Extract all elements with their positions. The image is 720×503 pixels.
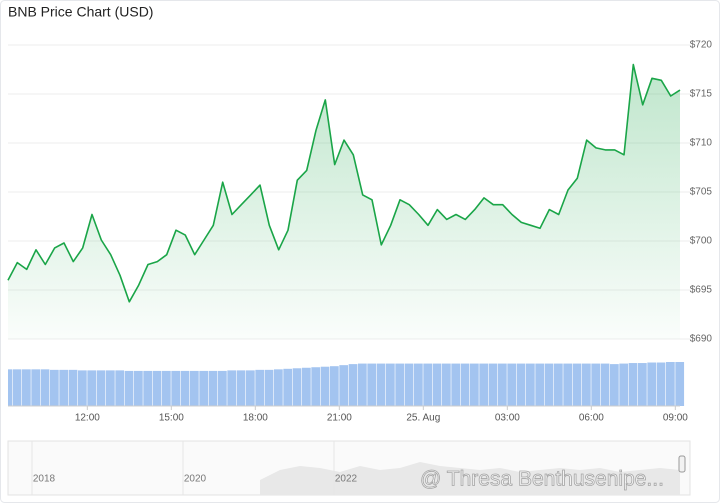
volume-bar — [610, 364, 619, 406]
volume-bar — [535, 363, 545, 406]
volume-bar — [236, 370, 246, 406]
volume-bar — [330, 366, 339, 406]
volume-bar — [348, 364, 358, 406]
volume-bar — [563, 363, 573, 406]
volume-bar — [59, 369, 69, 406]
volume-bar — [162, 370, 171, 406]
volume-bar — [656, 362, 666, 406]
volume-bar — [320, 366, 330, 406]
volume-bar — [582, 363, 591, 406]
volume-bar — [647, 362, 657, 406]
volume-bar — [638, 363, 647, 406]
y-tick-label: $705 — [690, 187, 713, 198]
volume-bar — [432, 363, 442, 406]
y-tick-label: $690 — [690, 334, 713, 345]
volume-bar — [666, 362, 675, 406]
navigator-handle[interactable] — [678, 455, 686, 473]
volume-bar — [488, 363, 498, 406]
volume-bar — [246, 370, 255, 406]
y-tick-label: $715 — [690, 89, 713, 100]
volume-bar — [152, 370, 162, 406]
volume-bar — [395, 363, 405, 406]
volume-bar — [460, 363, 470, 406]
chart-title: BNB Price Chart (USD) — [8, 4, 153, 20]
volume-bar — [190, 370, 199, 406]
volume-bar — [40, 369, 50, 406]
volume-bar — [367, 363, 377, 406]
volume-bar — [218, 370, 227, 406]
volume-bar — [470, 363, 479, 406]
volume-bar — [208, 370, 218, 406]
x-tick-label: 12:00 — [75, 413, 100, 424]
volume-bar — [526, 363, 535, 406]
price-area — [8, 64, 680, 339]
volume-bar — [283, 368, 293, 406]
volume-bar — [12, 369, 22, 406]
x-tick-label: 15:00 — [159, 413, 184, 424]
volume-bar — [78, 370, 87, 406]
volume-bar — [628, 363, 638, 406]
navigator-tick-label: 2020 — [184, 474, 207, 485]
navigator-tick-label: 2018 — [33, 474, 56, 485]
volume-bar — [180, 370, 190, 406]
volume-bar — [264, 369, 274, 406]
x-tick-label: 03:00 — [495, 413, 520, 424]
volume-bar — [8, 369, 13, 406]
volume-bar — [50, 369, 59, 406]
volume-bar — [255, 369, 265, 406]
volume-bar — [479, 363, 489, 406]
navigator-tick-label: 2022 — [335, 474, 358, 485]
volume-bar — [386, 363, 395, 406]
volume-bar — [68, 369, 78, 406]
volume-bar — [274, 369, 283, 406]
volume-bar — [143, 370, 153, 406]
volume-bar — [358, 363, 367, 406]
volume-bar — [544, 363, 554, 406]
volume-bar — [554, 363, 563, 406]
volume-bar — [675, 362, 685, 406]
volume-bar — [199, 370, 209, 406]
volume-bar — [376, 363, 386, 406]
volume-bar — [22, 369, 31, 406]
volume-bar — [451, 363, 461, 406]
volume-bar — [414, 363, 423, 406]
y-tick-label: $700 — [690, 236, 713, 247]
volume-bar — [311, 367, 321, 406]
x-tick-label: 21:00 — [327, 413, 352, 424]
volume-bar — [87, 370, 97, 406]
volume-bar — [227, 370, 237, 406]
volume-bar — [572, 363, 582, 406]
volume-bar — [516, 363, 526, 406]
volume-bar — [591, 363, 601, 406]
y-tick-label: $720 — [690, 40, 713, 51]
volume-bar — [339, 365, 349, 406]
x-tick-label: 25. Aug — [406, 413, 440, 424]
volume-bar — [124, 370, 134, 406]
volume-bar — [292, 368, 302, 406]
y-tick-label: $695 — [690, 285, 713, 296]
volume-bar — [96, 370, 106, 406]
x-tick-label: 18:00 — [243, 413, 268, 424]
volume-bar — [600, 363, 610, 406]
navigator-area — [260, 462, 680, 495]
volume-bar — [619, 363, 629, 406]
volume-bar — [302, 367, 311, 406]
volume-bar — [115, 370, 125, 406]
volume-bar — [134, 370, 143, 406]
volume-bar — [498, 363, 507, 406]
watermark: @ Thresa Benthusenipe... — [420, 468, 664, 491]
volume-bar — [171, 370, 181, 406]
volume-bar — [423, 363, 433, 406]
x-tick-label: 09:00 — [663, 413, 688, 424]
x-tick-label: 06:00 — [579, 413, 604, 424]
volume-bar — [31, 369, 41, 406]
volume-bar — [404, 363, 414, 406]
volume-bar — [106, 370, 115, 406]
volume-bar — [507, 363, 517, 406]
volume-bar — [442, 363, 451, 406]
y-tick-label: $710 — [690, 138, 713, 149]
price-line — [7, 63, 681, 303]
